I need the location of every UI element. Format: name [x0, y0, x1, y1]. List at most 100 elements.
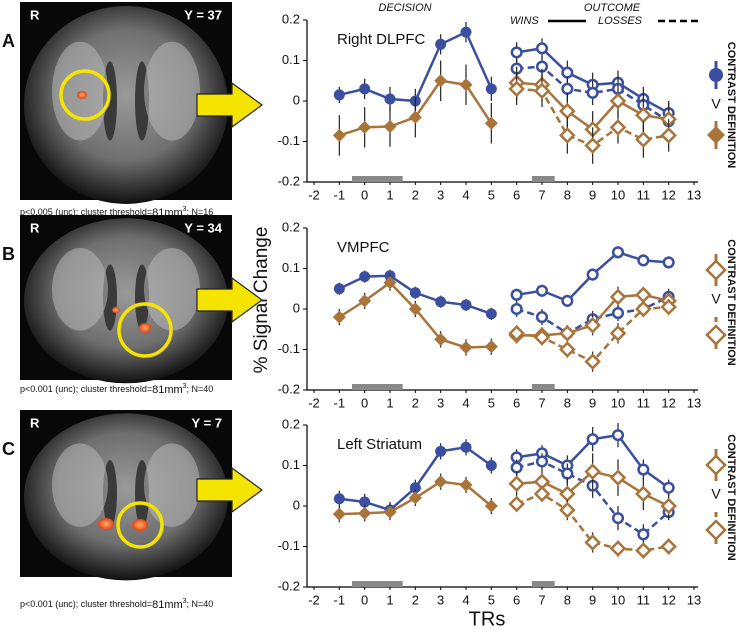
- y-tick-label: 0.1: [282, 457, 300, 472]
- y-tick-label: -0.2: [278, 578, 300, 593]
- point: [609, 325, 627, 342]
- point: [660, 127, 677, 144]
- point: [533, 329, 551, 346]
- x-tick-label: 12: [661, 187, 675, 202]
- side-label: R: [30, 415, 40, 430]
- point: [535, 284, 549, 297]
- legend-vs: V: [711, 291, 721, 307]
- y-tick-label: 0: [293, 300, 300, 315]
- caption-part: p<0.001 (unc); cluster threshold=: [20, 384, 152, 394]
- x-tick-label: 6: [513, 395, 520, 410]
- x-tick-label: 1: [386, 395, 393, 410]
- point: [586, 433, 599, 446]
- point: [333, 89, 345, 101]
- caption-part: p<0.001 (unc); cluster threshold=: [20, 599, 152, 609]
- y-tick-label: 0.1: [282, 260, 300, 275]
- x-tick-label: -1: [334, 187, 346, 202]
- panel-letter: B: [2, 244, 15, 264]
- activation: [77, 91, 87, 99]
- y-tick-label: 0.2: [282, 219, 300, 234]
- y-tick-label: -0.2: [278, 173, 300, 188]
- x-tick-label: 4: [462, 592, 469, 607]
- point: [635, 106, 652, 124]
- point: [660, 538, 677, 555]
- chart-title: Left Striatum: [337, 436, 422, 453]
- y-tick-label: 0: [293, 497, 300, 512]
- point: [383, 276, 397, 290]
- decision-period: [352, 581, 403, 587]
- point: [484, 340, 498, 354]
- x-tick-label: -2: [308, 187, 320, 202]
- outcome-period: [531, 176, 555, 182]
- x-tick-label: 13: [687, 592, 701, 607]
- x-tick-label: 5: [488, 395, 495, 410]
- point: [408, 110, 422, 124]
- x-axis-label: TRs: [469, 608, 506, 630]
- point: [510, 288, 523, 301]
- point: [559, 501, 576, 519]
- point: [358, 120, 372, 134]
- point: [434, 74, 448, 88]
- white-matter: [144, 248, 200, 331]
- point: [384, 93, 396, 105]
- point: [459, 340, 473, 354]
- x-tick-label: -1: [334, 395, 346, 410]
- wins-label: WINS: [510, 15, 539, 27]
- point: [561, 294, 574, 307]
- point: [332, 128, 346, 142]
- x-tick-label: 9: [589, 395, 596, 410]
- point: [561, 66, 574, 79]
- point: [609, 119, 627, 136]
- point: [584, 353, 601, 370]
- x-tick-label: 8: [564, 187, 571, 202]
- x-tick-label: 2: [412, 187, 419, 202]
- caption-part: ; N=40: [187, 599, 214, 609]
- x-tick-label: 1: [386, 592, 393, 607]
- point: [609, 540, 627, 557]
- x-tick-label: 10: [611, 187, 625, 202]
- x-tick-label: 12: [661, 395, 675, 410]
- point: [358, 506, 372, 520]
- x-tick-label: 2: [412, 592, 419, 607]
- y-tick-label: 0: [293, 92, 300, 107]
- point: [561, 82, 574, 95]
- point: [535, 311, 549, 324]
- point: [611, 429, 625, 442]
- point: [485, 308, 497, 320]
- point: [383, 505, 397, 519]
- point: [333, 283, 345, 295]
- chart-title: Right DLPFC: [337, 31, 426, 48]
- white-matter: [52, 248, 108, 331]
- caption-part: ; N=40: [187, 384, 214, 394]
- point: [611, 512, 625, 525]
- point: [559, 325, 576, 342]
- point: [635, 300, 652, 318]
- point: [510, 302, 523, 316]
- legend-marker: [705, 519, 727, 541]
- x-tick-label: 2: [412, 395, 419, 410]
- point: [584, 137, 601, 154]
- point: [508, 495, 525, 513]
- point: [359, 496, 371, 508]
- activation: [98, 518, 114, 530]
- x-tick-label: 6: [513, 592, 520, 607]
- x-tick-label: 4: [462, 187, 469, 202]
- legend-marker: [705, 259, 727, 281]
- y-tick-label: -0.1: [278, 133, 300, 148]
- point: [408, 491, 422, 505]
- point: [359, 271, 371, 283]
- legend-marker: [705, 454, 727, 476]
- x-tick-label: 11: [637, 395, 651, 410]
- point: [359, 83, 371, 95]
- arrow: [196, 276, 264, 324]
- point: [609, 469, 627, 486]
- roi-circle: [116, 501, 164, 549]
- point: [586, 268, 599, 281]
- legend-marker: [709, 68, 723, 82]
- x-tick-label: 9: [589, 592, 596, 607]
- point: [635, 131, 652, 148]
- point: [459, 478, 473, 492]
- losses-label: LOSSES: [598, 15, 643, 27]
- point: [611, 307, 625, 320]
- decision-period: [352, 384, 403, 390]
